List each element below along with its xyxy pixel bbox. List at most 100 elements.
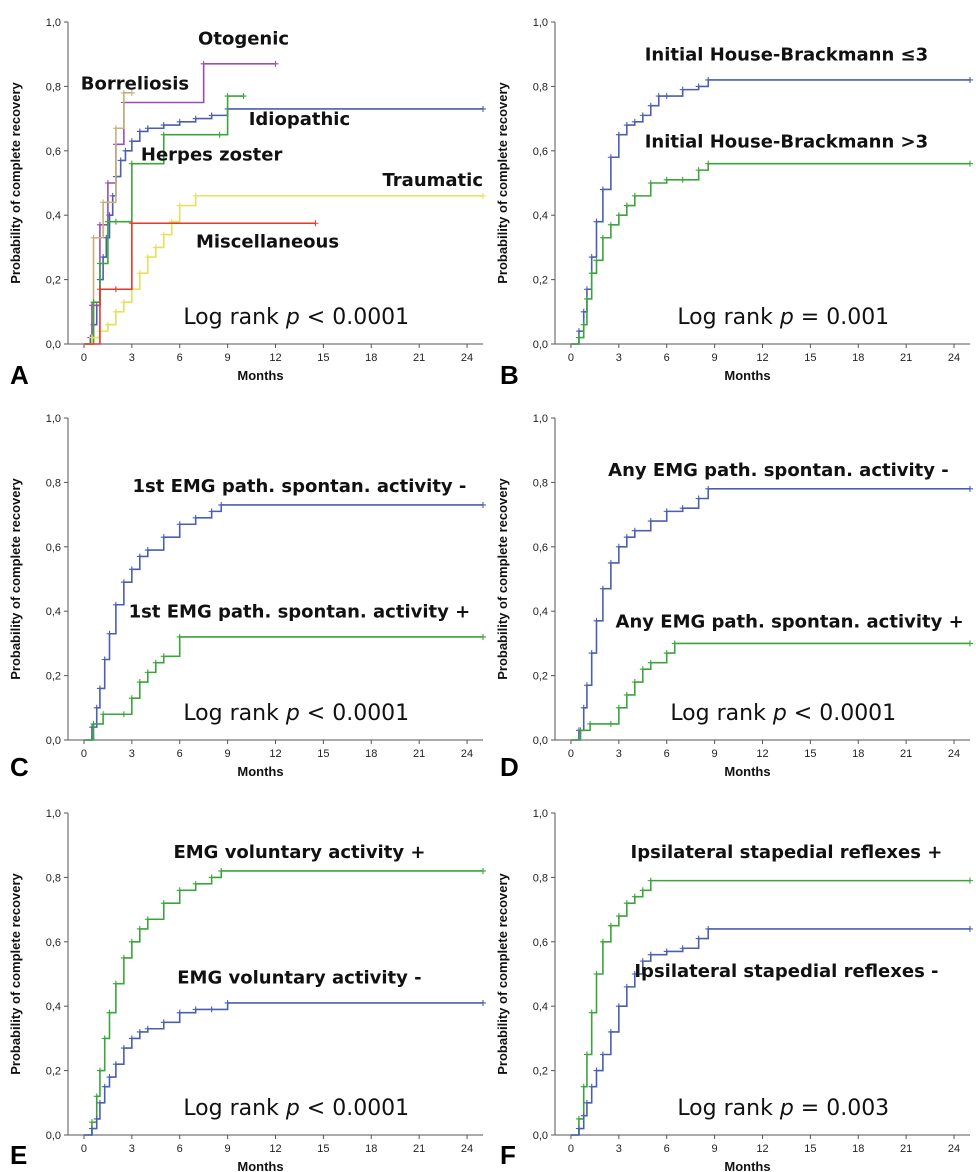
censor-mark	[695, 83, 702, 90]
curve-label: EMG voluntary activity +	[173, 842, 425, 863]
censor-mark	[647, 877, 654, 884]
x-tick-label: 0	[81, 748, 87, 760]
x-tick-label: 12	[756, 1143, 768, 1155]
censor-mark	[240, 93, 247, 100]
censor-mark	[663, 650, 670, 657]
censor-mark	[176, 202, 183, 209]
y-tick-label: 0,8	[533, 477, 548, 489]
y-axis-title: Probability of complete recovery	[8, 477, 23, 679]
x-tick-label: 9	[225, 352, 231, 364]
censor-mark	[480, 501, 486, 508]
curve-label: Any EMG path. spontan. activity -	[608, 460, 949, 481]
x-tick-label: 6	[664, 352, 670, 364]
x-tick-label: 9	[712, 1143, 718, 1155]
censor-mark	[112, 286, 119, 293]
censor-mark	[176, 1009, 183, 1016]
y-tick-label: 0,0	[46, 339, 61, 351]
censor-mark	[192, 880, 199, 887]
censor-mark	[671, 640, 678, 647]
y-axis-title: Probability of complete recovery	[495, 872, 510, 1074]
censor-mark	[192, 1006, 199, 1013]
y-tick-label: 0,8	[533, 81, 548, 93]
y-tick-label: 0,2	[533, 275, 548, 287]
censor-mark	[639, 112, 646, 119]
x-axis-title: Months	[724, 368, 770, 383]
censor-mark	[128, 1035, 135, 1042]
y-tick-label: 1,0	[533, 413, 548, 425]
x-tick-label: 21	[413, 748, 425, 760]
censor-mark	[631, 192, 638, 199]
censor-mark	[607, 221, 614, 228]
censor-mark	[623, 202, 630, 209]
censor-mark	[104, 218, 111, 225]
x-tick-label: 0	[568, 1143, 574, 1155]
x-tick-label: 9	[712, 352, 718, 364]
censor-mark	[615, 704, 622, 711]
curve-label: Idiopathic	[249, 109, 350, 130]
censor-mark	[120, 299, 127, 306]
x-tick-label: 21	[413, 352, 425, 364]
censor-mark	[160, 122, 167, 129]
censor-mark	[663, 508, 670, 515]
censor-mark	[639, 958, 646, 965]
censor-mark	[639, 666, 646, 673]
x-tick-label: 21	[900, 352, 912, 364]
y-tick-label: 0,2	[46, 275, 61, 287]
km-curve-3	[83, 92, 132, 345]
censor-mark	[112, 980, 119, 987]
x-tick-label: 24	[948, 1143, 960, 1155]
censor-mark	[631, 893, 638, 900]
censor-mark	[218, 867, 225, 874]
censor-mark	[580, 1083, 587, 1090]
x-tick-label: 12	[269, 352, 281, 364]
curve-label: 1st EMG path. spontan. activity -	[132, 476, 466, 497]
y-tick-label: 0,0	[533, 1130, 548, 1142]
censor-mark	[122, 147, 129, 154]
x-tick-label: 15	[804, 748, 816, 760]
censor-mark	[160, 653, 167, 660]
censor-mark	[272, 60, 279, 67]
censor-mark	[663, 948, 670, 955]
censor-mark	[144, 1025, 151, 1032]
censor-mark	[623, 691, 630, 698]
x-tick-label: 15	[317, 748, 329, 760]
x-tick-label: 12	[756, 352, 768, 364]
x-tick-label: 24	[461, 1143, 473, 1155]
censor-mark	[208, 112, 215, 119]
censor-mark	[128, 695, 135, 702]
censor-mark	[208, 874, 215, 881]
y-tick-label: 0,6	[533, 937, 548, 949]
x-tick-label: 12	[269, 748, 281, 760]
censor-mark	[96, 286, 103, 293]
panel-letter: F	[500, 1140, 516, 1170]
x-axis-title: Months	[237, 764, 283, 779]
curve-label: EMG voluntary activity -	[177, 968, 421, 989]
censor-mark	[480, 633, 486, 640]
censor-mark	[200, 60, 207, 67]
y-tick-label: 0,8	[46, 872, 61, 884]
panel-letter: B	[500, 360, 519, 390]
censor-mark	[96, 685, 103, 692]
censor-mark	[607, 1028, 614, 1035]
censor-mark	[607, 154, 614, 161]
censor-mark	[100, 199, 107, 206]
censor-mark	[580, 1112, 587, 1119]
y-tick-label: 0,6	[533, 542, 548, 554]
censor-mark	[117, 157, 124, 164]
x-tick-label: 24	[948, 748, 960, 760]
y-tick-label: 1,0	[46, 413, 61, 425]
x-tick-label: 21	[900, 1143, 912, 1155]
censor-mark	[218, 501, 225, 508]
y-tick-label: 0,2	[533, 671, 548, 683]
x-tick-label: 3	[129, 352, 135, 364]
censor-mark	[101, 1035, 108, 1042]
y-tick-label: 1,0	[533, 808, 548, 820]
panel-d: 0,0 0,2 0,4 0,6 0,8 1,0 0 3 6 9 12 15 18 21 24 Months Pr…	[495, 413, 973, 782]
x-tick-label: 18	[365, 1143, 377, 1155]
censor-mark	[90, 299, 97, 306]
y-tick-label: 0,6	[533, 146, 548, 158]
censor-mark	[575, 1115, 582, 1122]
x-tick-label: 9	[225, 1143, 231, 1155]
panel-letter: C	[10, 752, 29, 782]
censor-mark	[128, 566, 135, 573]
